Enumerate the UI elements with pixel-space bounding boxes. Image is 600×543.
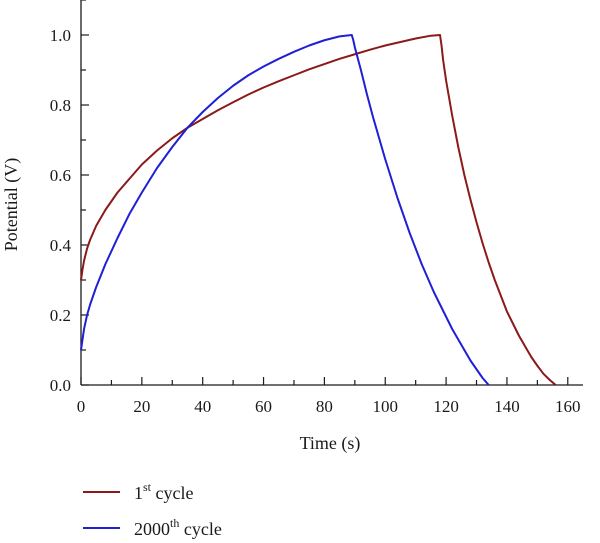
- y-tick-label: 0.4: [50, 236, 72, 255]
- chart-series-lines: [80, 34, 557, 386]
- x-axis-label: Time (s): [300, 433, 361, 454]
- chart-legend: 1st cycle 2000th cycle: [83, 480, 222, 539]
- x-tick-label: 140: [494, 397, 520, 416]
- series-line-1: [80, 34, 557, 386]
- x-tick-label: 0: [77, 397, 86, 416]
- y-tick-label: 0.2: [50, 306, 71, 325]
- legend-item: 2000th cycle: [83, 516, 222, 539]
- chart-axes: 0 20 40 60 80 100 120 140 160 0.0 0.2 0.4 0.6 0.8 1.0 T…: [1, 0, 583, 454]
- x-tick-label: 160: [555, 397, 581, 416]
- series-line-2: [80, 34, 490, 386]
- x-tick-label: 60: [255, 397, 272, 416]
- x-tick-label: 40: [194, 397, 211, 416]
- x-tick-label: 120: [433, 397, 459, 416]
- y-tick-label: 0.6: [50, 166, 71, 185]
- legend-label: 2000th cycle: [134, 516, 222, 539]
- y-tick-label: 1.0: [50, 26, 71, 45]
- y-tick-label: 0.0: [50, 376, 71, 395]
- legend-item: 1st cycle: [83, 480, 193, 503]
- legend-label: 1st cycle: [134, 480, 193, 503]
- x-tick-label: 80: [316, 397, 333, 416]
- x-tick-label: 20: [133, 397, 150, 416]
- y-axis-label: Potential (V): [1, 158, 22, 251]
- x-tick-label: 100: [372, 397, 398, 416]
- y-tick-label: 0.8: [50, 96, 71, 115]
